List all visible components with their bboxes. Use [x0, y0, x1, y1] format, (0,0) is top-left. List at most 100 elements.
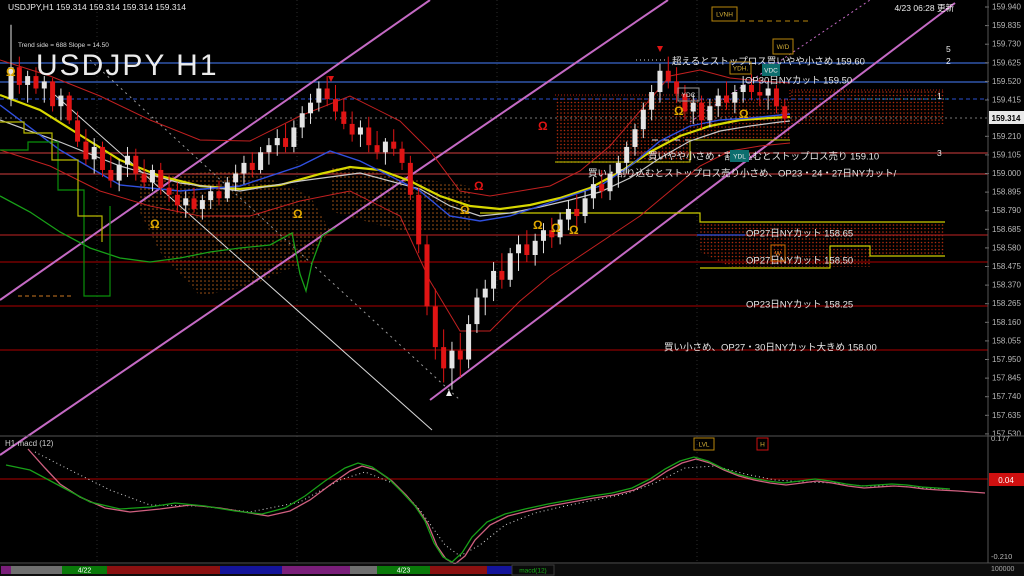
candle [624, 146, 630, 163]
candle [191, 198, 197, 209]
session-segment [11, 566, 62, 574]
label-box[interactable] [730, 150, 749, 162]
session-segment [377, 566, 430, 574]
buy-arrow-icon [446, 390, 452, 396]
axis-tick-label: 159.520 [992, 77, 1021, 86]
omega-signal-red-icon: Ω [538, 119, 548, 133]
annotation-text: 買い・割り込むとストップロス売り小さめ、OP23・24・27日NYカット/ [588, 168, 897, 180]
candle [491, 270, 497, 289]
axis-tick-label: 159.730 [992, 40, 1021, 49]
axis-tick-label: 158.895 [992, 188, 1021, 197]
candle [699, 102, 705, 121]
channel-line-3[interactable] [429, 2, 956, 401]
candle [224, 182, 230, 199]
label-box[interactable] [762, 64, 780, 76]
label-box[interactable] [729, 61, 752, 75]
candle [332, 99, 338, 112]
candle [665, 70, 671, 82]
macd-current-value: 0.04 [998, 476, 1014, 485]
channel-line-1[interactable] [0, 0, 431, 301]
candle [308, 102, 314, 114]
candle [91, 146, 97, 160]
candle [382, 141, 388, 153]
candle [441, 347, 447, 369]
candle [8, 67, 14, 100]
candle [174, 194, 180, 206]
candle [149, 169, 155, 183]
candle [516, 244, 522, 254]
candle [341, 111, 347, 124]
label-box-text: VDC [764, 68, 778, 75]
ma-blue [0, 104, 791, 222]
annotation-text: 買いやや小さめ・割り込むとストップロス売り 159.10 [648, 151, 879, 163]
omega-signal-red-icon: Ω [474, 179, 484, 193]
candle [690, 102, 696, 112]
macd-second-line [27, 448, 986, 565]
candle [283, 138, 289, 147]
omega-signal-icon: Ω [739, 107, 749, 121]
murrey-level-digit: 5 [946, 44, 951, 54]
session-segment [220, 566, 282, 574]
band-upper-red [0, 59, 791, 197]
murrey-level-digit: 3 [937, 148, 942, 158]
annotation-text: OP27日NYカット 158.65 [746, 229, 853, 240]
candle [349, 123, 355, 135]
candle [83, 141, 89, 160]
candle [249, 162, 255, 170]
session-segment [62, 566, 107, 574]
candle [100, 146, 106, 170]
label-box[interactable] [772, 38, 794, 55]
senkou-b-top [480, 212, 945, 223]
channel-line-2[interactable] [0, 0, 669, 456]
axis-tick-label: 157.845 [992, 374, 1021, 383]
candle [432, 306, 438, 348]
current-price-value: 159.314 [992, 114, 1021, 123]
annotation-text: OP23日NYカット 158.25 [746, 300, 853, 311]
step-yellow-left [0, 121, 103, 242]
annotation-text: 買い小さめ、OP27・30日NYカット大きめ 158.00 [664, 342, 877, 354]
murrey-level-digit: 1 [937, 91, 942, 101]
omega-signal-icon: Ω [293, 207, 303, 221]
sell-arrow-icon [328, 76, 334, 82]
label-box-text: YDH. [733, 66, 749, 73]
senkou-b-bottom [700, 245, 945, 269]
volume-scale: 100000 [991, 566, 1014, 573]
candle [166, 187, 172, 195]
session-tag-box [511, 564, 555, 576]
candle [241, 162, 247, 174]
candle [782, 106, 788, 119]
ichimoku-cloud [555, 96, 690, 164]
omega-signal-icon: Ω [533, 218, 543, 232]
axis-tick-label: 158.790 [992, 206, 1021, 215]
label-box-text: H [760, 442, 765, 449]
macd-pane-label: H1 macd (12) [5, 439, 54, 448]
label-box-text: LVNH [716, 12, 733, 19]
macd-scale-top: 0.177 [991, 434, 1010, 443]
candle [50, 81, 56, 107]
candle [416, 194, 422, 245]
candle [316, 88, 322, 103]
annotation-text: OP27日NYカット 158.50 [746, 256, 853, 267]
candle [324, 88, 330, 100]
label-box[interactable] [770, 244, 786, 262]
label-box[interactable] [711, 6, 738, 22]
label-box[interactable] [756, 437, 769, 451]
candle [582, 198, 588, 217]
label-box[interactable] [677, 87, 700, 102]
axis-tick-label: 157.530 [992, 429, 1021, 438]
axis-tick-label: 158.685 [992, 225, 1021, 234]
label-box-text: LVL [698, 442, 709, 449]
candle [557, 219, 563, 238]
candle [199, 200, 205, 209]
candle [158, 169, 164, 188]
label-box[interactable] [693, 437, 715, 451]
sell-arrow-icon [657, 46, 663, 52]
axis-tick-label: 158.580 [992, 243, 1021, 252]
candle [574, 208, 580, 217]
label-box-text: YDL [733, 154, 746, 161]
candle [773, 88, 779, 107]
candle [599, 184, 605, 192]
trend-info: Trend side = 688 Slope = 14.50 [18, 42, 109, 49]
candle [291, 127, 297, 147]
